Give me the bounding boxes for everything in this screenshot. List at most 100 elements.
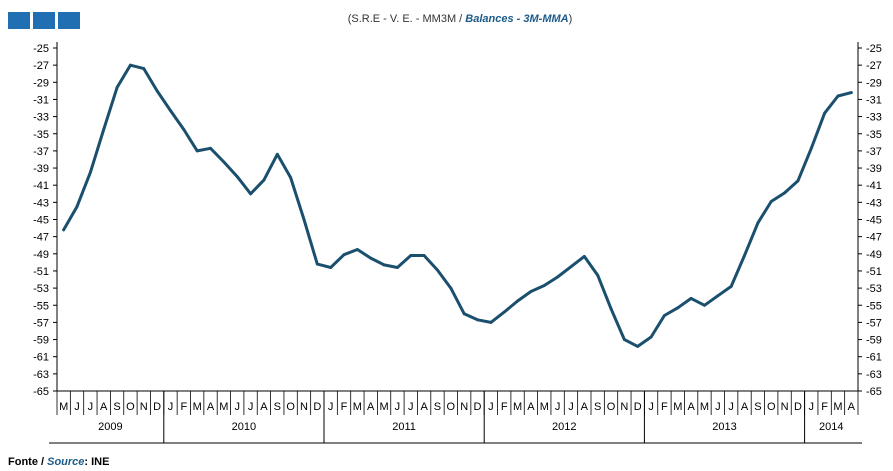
logo-block-2	[33, 12, 55, 29]
data-point	[569, 265, 573, 269]
month-tick-label: A	[687, 401, 695, 413]
y-tick-label-right: -41	[866, 180, 882, 192]
year-label: 2013	[712, 421, 736, 433]
ine-logo	[8, 12, 80, 29]
month-tick-label: J	[648, 401, 654, 413]
month-tick-label: O	[607, 401, 616, 413]
data-point	[689, 296, 693, 300]
y-tick-label-right: -53	[866, 283, 882, 295]
month-tick-label: M	[540, 401, 549, 413]
month-tick-label: M	[700, 401, 709, 413]
month-tick-label: J	[395, 401, 401, 413]
data-point	[235, 175, 239, 179]
month-tick-label: A	[367, 401, 375, 413]
data-point	[369, 256, 373, 260]
data-point	[609, 307, 613, 311]
y-tick-label-right: -49	[866, 249, 882, 261]
month-tick-label: S	[754, 401, 761, 413]
y-tick-label-left: -63	[33, 369, 49, 381]
month-tick-label: D	[153, 401, 161, 413]
month-tick-label: J	[234, 401, 240, 413]
y-tick-label-left: -41	[33, 180, 49, 192]
month-tick-label: J	[715, 401, 721, 413]
data-point	[315, 262, 319, 266]
month-tick-label: F	[821, 401, 828, 413]
year-label: 2010	[232, 421, 256, 433]
y-tick-label-left: -33	[33, 112, 49, 124]
month-tick-label: J	[728, 401, 734, 413]
data-point	[342, 253, 346, 257]
month-tick-label: M	[59, 401, 68, 413]
month-tick-label: J	[555, 401, 561, 413]
series-line-1	[62, 63, 853, 348]
data-point	[209, 146, 212, 150]
data-point	[102, 128, 106, 131]
data-point	[449, 286, 453, 290]
month-tick-label: M	[219, 401, 228, 413]
data-point	[743, 254, 746, 257]
month-tick-label: F	[180, 401, 187, 413]
month-tick-label: S	[434, 401, 441, 413]
y-tick-label-left: -57	[33, 317, 49, 329]
data-point	[676, 306, 680, 310]
data-point	[436, 268, 439, 272]
y-tick-label-left: -39	[33, 163, 49, 175]
y-tick-label-right: -25	[866, 43, 882, 55]
month-tick-label: S	[594, 401, 601, 413]
month-tick-label: A	[527, 401, 535, 413]
source-label-en: Source	[47, 456, 85, 468]
data-point	[622, 338, 626, 341]
month-tick-label: A	[207, 401, 215, 413]
data-point	[716, 294, 720, 298]
month-tick-label: A	[741, 401, 749, 413]
data-point	[849, 91, 853, 94]
data-point	[88, 170, 92, 174]
data-point	[382, 263, 386, 267]
y-tick-label-left: -27	[33, 60, 49, 72]
data-point	[516, 299, 519, 303]
data-point	[275, 152, 279, 156]
month-tick-label: N	[620, 401, 628, 413]
data-point	[329, 266, 333, 269]
month-tick-label: J	[74, 401, 80, 413]
data-point	[396, 266, 399, 269]
month-tick-label: A	[581, 401, 589, 413]
month-tick-label: M	[513, 401, 522, 413]
data-point	[302, 218, 306, 221]
data-point	[556, 275, 560, 279]
data-point	[823, 111, 827, 115]
y-tick-label-right: -55	[866, 300, 882, 312]
y-tick-label-right: -37	[866, 146, 882, 158]
month-tick-label: M	[833, 401, 842, 413]
y-tick-label-right: -27	[866, 60, 882, 72]
data-point	[703, 303, 706, 307]
month-tick-label: D	[794, 401, 802, 413]
chart-title-part1: (S.R.E - V. E. - MM3M /	[347, 13, 466, 25]
month-tick-label: A	[848, 401, 856, 413]
y-tick-label-right: -59	[866, 335, 882, 347]
data-point	[636, 345, 640, 348]
data-point	[796, 179, 800, 183]
data-point	[409, 254, 413, 257]
month-tick-label: J	[328, 401, 334, 413]
data-point	[489, 321, 493, 324]
month-tick-label: D	[474, 401, 482, 413]
month-tick-label: M	[673, 401, 682, 413]
source-value: : INE	[84, 456, 110, 468]
month-tick-label: S	[274, 401, 281, 413]
y-tick-label-right: -47	[866, 232, 882, 244]
y-tick-label-left: -59	[33, 335, 49, 347]
y-tick-label-right: -29	[866, 77, 882, 89]
data-point	[115, 86, 119, 89]
data-point	[542, 284, 546, 287]
y-tick-label-right: -33	[866, 112, 882, 124]
data-point	[75, 205, 79, 209]
data-point	[529, 290, 533, 293]
year-label: 2011	[392, 421, 416, 433]
month-tick-label: J	[408, 401, 414, 413]
y-tick-label-right: -61	[866, 352, 882, 364]
chart-title: (S.R.E - V. E. - MM3M / Balances - 3M-MM…	[250, 13, 670, 25]
y-tick-label-left: -45	[33, 215, 49, 227]
month-tick-label: O	[126, 401, 135, 413]
